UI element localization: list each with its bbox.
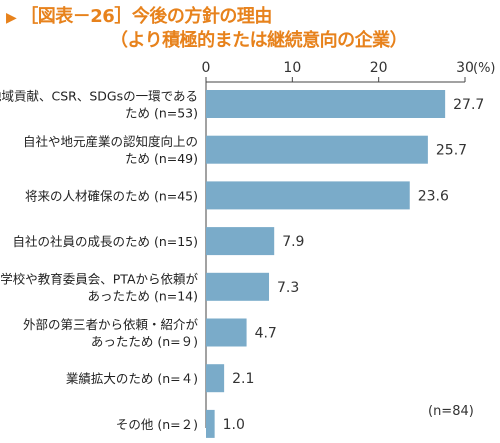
- value-label-3: 7.9: [282, 234, 304, 250]
- category-label-2-line-0: 将来の人材確保のため (n=45): [25, 188, 198, 203]
- x-tick-label-10: 10: [283, 60, 301, 76]
- bar-2: [206, 181, 410, 210]
- chart-title-text: ［図表－26］今後の方針の理由: [20, 6, 272, 27]
- bar-6: [206, 364, 225, 393]
- value-label-1: 25.7: [436, 143, 467, 159]
- category-label-0: 地域貢献、CSR、SDGsの一環であるため (n=53): [0, 89, 198, 121]
- category-label-5: 外部の第三者から依頼・紹介があったため (n=９): [23, 317, 199, 349]
- category-label-1-line-0: 自社や地元産業の認知度向上の: [23, 134, 198, 149]
- bar-5: [206, 318, 247, 347]
- category-label-4: 学校や教育委員会、PTAから依頼があったため (n=14): [0, 271, 198, 303]
- bar-4: [206, 272, 270, 301]
- category-label-2: 将来の人材確保のため (n=45): [25, 188, 198, 203]
- category-label-7: その他 (n=２): [116, 417, 198, 432]
- value-label-7: 1.0: [223, 417, 245, 433]
- bar-7: [206, 409, 215, 438]
- x-axis-unit: (%): [473, 61, 496, 76]
- x-tick-label-20: 20: [370, 60, 388, 76]
- bar-1: [206, 135, 428, 164]
- value-label-0: 27.7: [453, 97, 484, 113]
- sample-size-note: (n=84): [428, 404, 474, 419]
- category-label-6-line-0: 業績拡大のため (n=４): [66, 371, 198, 386]
- value-label-2: 23.6: [418, 188, 449, 204]
- value-label-4: 7.3: [277, 280, 299, 296]
- x-tick-label-0: 0: [202, 60, 211, 76]
- bar-0: [206, 90, 446, 118]
- category-label-0-line-0: 地域貢献、CSR、SDGsの一環である: [0, 89, 198, 104]
- category-label-5-line-1: あったため (n=９): [91, 334, 198, 349]
- category-label-0-line-1: ため (n=53): [125, 106, 198, 121]
- chart-subtitle: （より積極的または継続意向の企業）: [110, 30, 408, 51]
- category-label-6: 業績拡大のため (n=４): [66, 371, 198, 386]
- category-label-1: 自社や地元産業の認知度向上のため (n=49): [23, 134, 198, 166]
- category-label-4-line-0: 学校や教育委員会、PTAから依頼が: [0, 271, 198, 286]
- category-label-1-line-1: ため (n=49): [125, 151, 198, 166]
- category-label-3-line-0: 自社の社員の成長のため (n=15): [12, 234, 198, 249]
- category-label-3: 自社の社員の成長のため (n=15): [12, 234, 198, 249]
- bar-3: [206, 227, 275, 256]
- category-label-5-line-0: 外部の第三者から依頼・紹介が: [23, 317, 199, 332]
- triangle-marker-icon: ▶: [6, 10, 17, 26]
- chart-title-line1: ▶ ［図表－26］今後の方針の理由: [6, 2, 272, 28]
- x-tick-label-30: 30: [456, 60, 474, 76]
- category-label-7-line-0: その他 (n=２): [116, 417, 198, 432]
- category-label-4-line-1: あったため (n=14): [87, 288, 198, 303]
- value-label-5: 4.7: [255, 326, 277, 342]
- value-label-6: 2.1: [232, 371, 254, 387]
